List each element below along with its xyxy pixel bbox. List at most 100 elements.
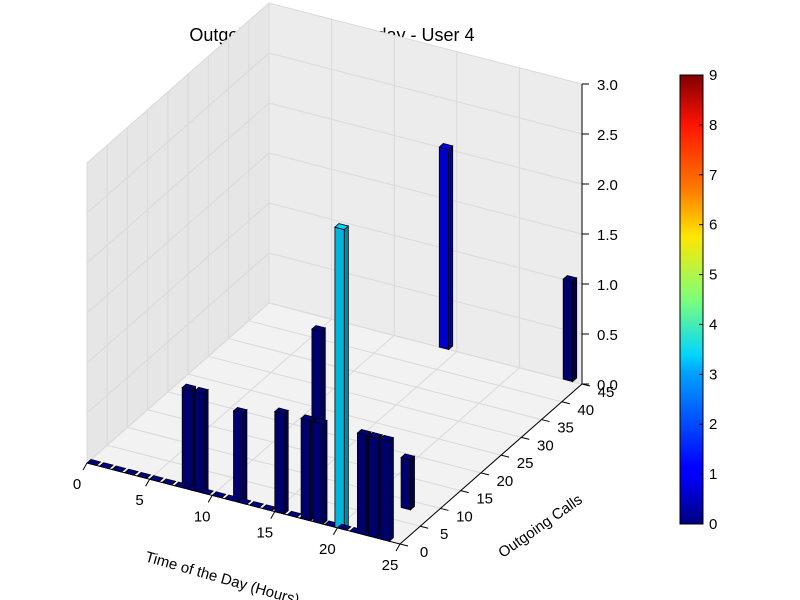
y-tick-label: 40 xyxy=(577,402,594,419)
colorbar-tick-label: 2 xyxy=(709,416,717,433)
bar-face-top xyxy=(356,428,372,436)
bar xyxy=(123,468,139,476)
y-tick-mark xyxy=(541,419,550,423)
bar-face-front xyxy=(562,278,573,383)
bar-face-top xyxy=(193,386,209,394)
grid-line-z xyxy=(86,2,583,164)
bar-face-top xyxy=(312,417,328,425)
bar xyxy=(232,406,248,505)
z-tick-label: 2.5 xyxy=(597,127,618,144)
grid-line-z xyxy=(86,52,583,214)
x-tick-label: 5 xyxy=(135,492,143,509)
bar xyxy=(236,497,252,505)
y-tick-mark xyxy=(460,490,469,494)
y-tick-label: 35 xyxy=(557,420,574,437)
grid-line-z xyxy=(86,152,583,314)
x-tick-label: 0 xyxy=(73,476,81,493)
bar-face-top xyxy=(379,434,395,442)
grid-line-z xyxy=(86,302,583,464)
bar-face-front xyxy=(300,417,311,522)
z-tick-label: 0.5 xyxy=(597,327,618,344)
bar-face-top xyxy=(123,468,139,476)
bar xyxy=(300,414,316,522)
x-tick-label: 25 xyxy=(382,557,399,574)
y-tick-mark xyxy=(440,507,449,511)
bar-face-side xyxy=(572,277,578,383)
bar xyxy=(198,488,214,496)
y-tick-mark xyxy=(420,525,429,529)
bar-face-top xyxy=(232,406,248,414)
bar-face-front xyxy=(181,387,192,491)
x-tick-label: 20 xyxy=(319,541,336,558)
y-tick-label: 20 xyxy=(497,473,514,490)
bar-face-top xyxy=(334,223,350,231)
bar-face-side xyxy=(322,419,328,525)
bar-face-top xyxy=(161,478,177,486)
y-tick-mark xyxy=(480,472,490,476)
bar-face-top xyxy=(367,431,383,439)
bars xyxy=(86,143,578,543)
colorbar-tick-label: 1 xyxy=(709,466,717,483)
bar xyxy=(336,523,352,531)
bar-face-top xyxy=(311,325,327,333)
bar xyxy=(136,471,152,479)
bar-face-top xyxy=(400,453,416,461)
bar-face-side xyxy=(409,455,415,511)
bar xyxy=(334,223,350,531)
y-tick-label: 0 xyxy=(420,544,428,561)
y-axis-label: Outgoing Calls xyxy=(495,491,585,561)
bar xyxy=(111,465,127,473)
y-tick-mark xyxy=(561,401,570,405)
bar-face-side xyxy=(448,145,454,351)
grid-line-z xyxy=(86,252,583,414)
bar-face-top xyxy=(273,407,290,415)
colorbar xyxy=(679,74,704,525)
colorbar-tick-label: 8 xyxy=(709,117,717,134)
y-tick-label: 45 xyxy=(598,384,615,401)
grid-line-z xyxy=(86,202,583,364)
bar-face-top xyxy=(236,497,252,505)
bar xyxy=(211,491,227,499)
bar-face-front xyxy=(379,438,390,542)
bar xyxy=(181,383,197,491)
tick-labels: 05101520250510152025303540450.00.51.01.5… xyxy=(73,77,618,574)
y-tick-mark xyxy=(500,454,510,458)
z-tick-label: 0.0 xyxy=(597,377,618,394)
y-tick-label: 5 xyxy=(440,526,448,543)
y-tick-label: 25 xyxy=(517,455,534,472)
bar-face-top xyxy=(438,143,454,150)
x-axis-label: Time of the Day (Hours) xyxy=(143,549,301,600)
x-tick-mark xyxy=(82,462,88,471)
z-tick-label: 2.0 xyxy=(597,177,618,194)
bar-face-top xyxy=(198,488,214,496)
grid-line-z xyxy=(86,102,583,264)
bar-face-top xyxy=(300,414,316,422)
bar xyxy=(193,386,209,495)
colorbar-tick-label: 4 xyxy=(709,316,717,333)
y-tick-label: 15 xyxy=(476,491,493,508)
bar xyxy=(86,458,102,466)
colorbar-tick-label: 9 xyxy=(709,67,717,84)
z-tick-label: 1.0 xyxy=(597,277,618,294)
bar-face-front xyxy=(274,411,285,515)
y-tick-mark xyxy=(399,543,409,547)
bar-face-side xyxy=(283,409,289,515)
bar-face-front xyxy=(311,328,322,433)
bar xyxy=(312,417,328,525)
x-tick-mark xyxy=(395,543,401,552)
bar-face-front xyxy=(313,421,324,525)
bar xyxy=(379,434,395,543)
bar-face-top xyxy=(86,458,102,466)
bar-face-top xyxy=(111,465,127,473)
bar-face-top xyxy=(98,462,114,470)
x-tick-mark xyxy=(145,478,151,487)
bar xyxy=(311,325,327,433)
bar-face-side xyxy=(203,388,209,495)
x-tick-mark xyxy=(270,511,276,519)
colorbar-tick-label: 7 xyxy=(709,167,717,184)
x-tick-label: 15 xyxy=(256,525,273,542)
colorbar-tick-label: 0 xyxy=(709,516,717,533)
bar-face-front xyxy=(356,432,368,536)
bar-face-top xyxy=(136,471,152,479)
